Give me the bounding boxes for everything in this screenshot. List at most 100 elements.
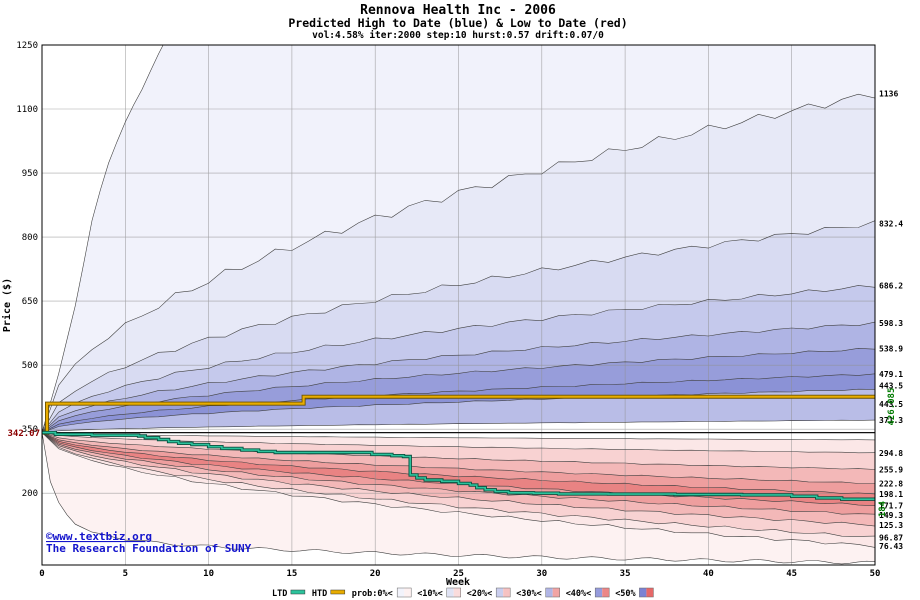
legend-line-swatch — [290, 589, 306, 595]
legend-label: <50% — [615, 589, 636, 599]
low-quantile-curve — [42, 432, 875, 537]
right-value-label: 598.3 — [879, 319, 903, 328]
legend-prob-swatch-red — [646, 588, 654, 597]
high-quantile-curve — [42, 93, 875, 433]
right-value-label: 255.9 — [879, 465, 903, 474]
legend-label: <40%< — [566, 589, 592, 599]
y-tick-labels: 200 350 500 650 800 950 1100 1250 — [16, 41, 38, 499]
legend-prob-swatch-border — [495, 587, 511, 598]
high-quantile-curve — [42, 373, 875, 433]
y-tick-label: 500 — [22, 361, 38, 371]
low-quantile-curve — [42, 432, 875, 515]
legend-prob-swatch-border — [396, 587, 412, 598]
legend-line-swatch — [330, 589, 346, 595]
current-value-label: 184 — [878, 500, 888, 517]
high-quantile-curve — [42, 347, 875, 433]
high-quantile-curve — [42, 220, 875, 433]
y-tick-label: 1250 — [16, 41, 38, 51]
low-quantile-curve — [42, 432, 875, 484]
plot-border — [41, 44, 876, 566]
legend-label: prob:0%< — [352, 589, 393, 599]
legend-prob-swatch-border — [594, 587, 610, 598]
right-value-label: 171.7 — [879, 501, 903, 510]
right-value-label: 538.9 — [879, 345, 903, 354]
high-quantile-curve — [42, 388, 875, 433]
legend-prob-swatch-border — [446, 587, 461, 598]
fan-band — [42, 432, 875, 564]
y-tick-label: 800 — [22, 233, 38, 243]
legend-label: <20%< — [467, 589, 493, 599]
legend-prob-swatch-blue — [496, 588, 504, 597]
x-tick-labels: 0 5 10 15 20 25 30 35 40 45 50 — [39, 569, 880, 579]
copyright-link[interactable]: ©www.textbiz.org — [46, 530, 152, 543]
low-quantile-curve — [42, 432, 875, 495]
low-quantile-curve — [42, 432, 875, 565]
legend-prob-swatch-blue — [545, 588, 553, 597]
x-tick-label: 20 — [370, 569, 381, 579]
low-quantile-curve — [42, 432, 875, 470]
right-value-label: 149.3 — [879, 511, 903, 520]
legend-prob-swatch-red — [404, 588, 412, 597]
legend: LTD HTD prob:0%< <10%< <20%< <30%< <40%< <50% — [272, 587, 654, 599]
right-value-label: 443.5 — [879, 382, 903, 391]
legend-prob-swatch-blue — [397, 588, 405, 597]
generated-chart-layer: 200 350 500 650 800 950 1100 1250 0 5 10 15 20 25 30 35… — [16, 41, 903, 599]
ltd-line-group — [42, 430, 875, 501]
fan-band — [42, 432, 875, 494]
low-quantile-curve — [42, 432, 875, 441]
x-tick-label: 50 — [870, 569, 881, 579]
legend-prob-swatch-border — [545, 587, 560, 598]
legend-prob-swatch-red — [602, 588, 610, 597]
right-value-label: 479.1 — [879, 370, 903, 379]
y-tick-label: 1100 — [16, 105, 38, 115]
y-axis-title: Price ($) — [1, 278, 13, 332]
x-tick-label: 0 — [39, 569, 44, 579]
fan-band — [42, 45, 875, 433]
high-quantile-curve — [42, 321, 875, 433]
x-tick-label: 45 — [786, 569, 797, 579]
x-tick-label: 15 — [286, 569, 297, 579]
legend-label: <10%< — [417, 589, 443, 599]
quantile-curves — [42, 45, 875, 565]
high-quantile-curve — [42, 285, 875, 433]
right-value-labels: 1136 832.4 686.2 598.3 538.9 479.1 443.5 443.5 3… — [878, 90, 903, 551]
copyright-foundation: The Research Foundation of SUNY — [46, 542, 252, 555]
legend-prob-swatch-red — [552, 588, 560, 597]
x-tick-label: 40 — [703, 569, 714, 579]
legend-prob-swatch-blue — [595, 588, 603, 597]
right-value-label: 686.2 — [879, 282, 903, 291]
fan-band — [42, 432, 875, 506]
chart-parameters: vol:4.58% iter:2000 step:10 hurst:0.57 d… — [312, 30, 604, 41]
legend-label: <30%< — [516, 589, 542, 599]
fan-band — [42, 373, 875, 433]
low-quantile-curve — [42, 432, 875, 527]
right-value-label: 198.1 — [879, 490, 903, 499]
x-tick-label: 30 — [536, 569, 547, 579]
x-axis-title: Week — [446, 577, 470, 588]
right-value-label: 222.8 — [879, 480, 903, 489]
y-tick-label: 650 — [22, 297, 38, 307]
ltd-line — [42, 431, 875, 501]
current-value-label: 426.085 — [887, 388, 897, 426]
x-tick-label: 25 — [453, 569, 464, 579]
low-quantile-curve — [42, 432, 875, 548]
y-tick-label: 200 — [22, 489, 38, 499]
y-tick-label: 950 — [22, 169, 38, 179]
legend-prob-swatch-border — [639, 587, 654, 598]
chart-title: Rennova Health Inc - 2006 — [360, 3, 556, 18]
legend-label: LTD — [272, 589, 287, 599]
high-quantile-curve — [42, 419, 875, 433]
x-tick-label: 35 — [620, 569, 631, 579]
right-value-label: 1136 — [879, 90, 898, 99]
right-value-label: 125.3 — [879, 521, 903, 530]
x-tick-label: 10 — [203, 569, 214, 579]
fan-band — [42, 285, 875, 433]
static-text-layer: Rennova Health Inc - 2006 Predicted High… — [1, 3, 628, 588]
right-value-label: 294.8 — [879, 449, 903, 458]
start-price-label: 342.07 — [7, 429, 40, 439]
legend-prob-swatch-red — [503, 588, 511, 597]
x-tick-label: 5 — [123, 569, 128, 579]
fan-band — [42, 322, 875, 433]
right-value-label: 832.4 — [879, 219, 903, 228]
